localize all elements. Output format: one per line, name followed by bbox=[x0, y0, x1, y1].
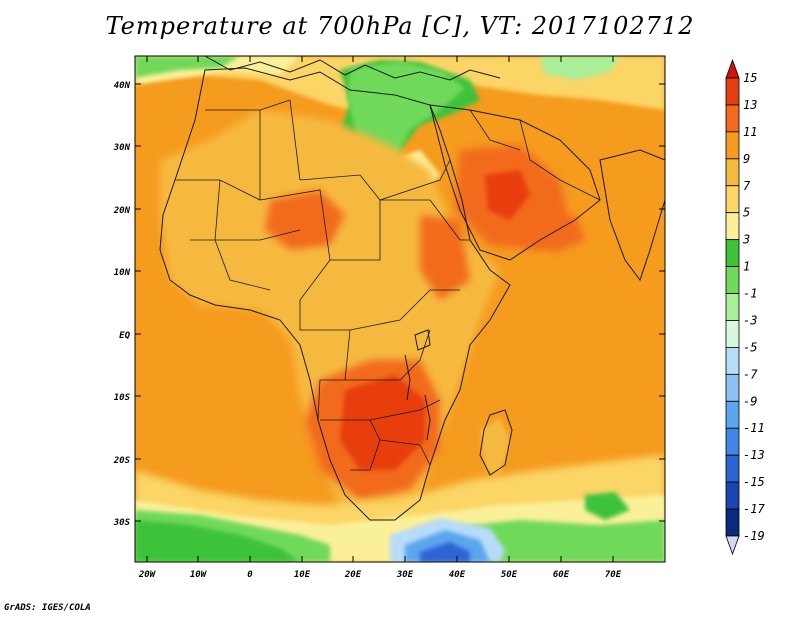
colorbar-label: -13 bbox=[743, 448, 765, 462]
colorbar-label: -19 bbox=[743, 529, 765, 543]
lon-label-20e: 20E bbox=[344, 570, 362, 580]
lat-label-40n: 40N bbox=[114, 81, 131, 91]
colorbar-box bbox=[725, 347, 740, 375]
field-sahel-hot bbox=[265, 190, 345, 250]
colorbar-box bbox=[725, 481, 740, 510]
colorbar-box bbox=[725, 239, 740, 267]
lon-label-70e: 70E bbox=[605, 570, 622, 580]
colorbar-box bbox=[725, 131, 740, 160]
europe-coastline bbox=[204, 56, 501, 81]
colorbar-box bbox=[725, 454, 740, 483]
colorbar-label: 9 bbox=[743, 152, 750, 166]
chart-title: Temperature at 700hPa [C], VT: 201710271… bbox=[105, 12, 695, 40]
field-north-green bbox=[135, 56, 240, 78]
colorbar-box bbox=[725, 158, 740, 187]
grads-credit: GrADS: IGES/COLA bbox=[4, 603, 91, 613]
field-madagascar bbox=[480, 418, 510, 475]
field-indian-ocean-patch bbox=[585, 492, 630, 520]
colorbar-bottom-arrow bbox=[725, 535, 740, 556]
temperature-field bbox=[135, 56, 665, 562]
lon-label-0: 0 bbox=[247, 570, 253, 580]
lat-label-eq: EQ bbox=[119, 331, 130, 341]
colorbar-box bbox=[725, 427, 740, 456]
colorbar-label: 15 bbox=[743, 71, 757, 85]
lat-label-10n: 10N bbox=[114, 268, 131, 278]
lat-label-30n: 30N bbox=[113, 143, 131, 153]
colorbar-label: -3 bbox=[743, 313, 757, 327]
lake-tanganyika bbox=[404, 354, 411, 401]
colorbar-box bbox=[725, 508, 740, 537]
colorbar-box bbox=[725, 104, 740, 133]
colorbar-box bbox=[725, 185, 740, 214]
field-arabia-sea-hot bbox=[530, 215, 585, 252]
lon-label-20w: 20W bbox=[138, 570, 157, 580]
colorbar-label: -5 bbox=[743, 340, 757, 354]
colorbar-label: 1 bbox=[743, 260, 750, 274]
field-south-green-dark bbox=[135, 520, 300, 562]
africa-coastline bbox=[159, 67, 511, 521]
field-northeast-green bbox=[540, 56, 620, 80]
colorbar-label: 5 bbox=[743, 206, 750, 220]
field-arabia-hottest bbox=[485, 170, 530, 220]
colorbar-box bbox=[725, 320, 740, 348]
colorbar-label: 13 bbox=[743, 98, 757, 112]
colorbar-label: -17 bbox=[743, 502, 765, 516]
colorbar-boxes bbox=[725, 58, 740, 556]
lon-label-60e: 60E bbox=[553, 570, 570, 580]
colorbar-legend: 15 13 11 9 7 5 3 1 -1 -3 -5 -7 -9 -11 -13 -15 -17 -19 bbox=[725, 58, 765, 556]
longitude-labels: 20W 10W 0 10E 20E 30E 40E 50E 60E 70E bbox=[138, 570, 622, 580]
lake-malawi bbox=[424, 394, 431, 441]
lon-label-40e: 40E bbox=[449, 570, 466, 580]
colorbar-label: -15 bbox=[743, 475, 765, 489]
colorbar-box bbox=[725, 400, 740, 429]
tick-marks bbox=[135, 56, 665, 562]
colorbar-box bbox=[725, 293, 740, 321]
lon-label-10e: 10E bbox=[294, 570, 311, 580]
colorbar-top-arrow bbox=[725, 58, 740, 79]
colorbar-label: 11 bbox=[743, 125, 757, 139]
lat-label-20n: 20N bbox=[113, 206, 131, 216]
lon-label-10w: 10W bbox=[190, 570, 208, 580]
latitude-labels: 40N 30N 20N 10N EQ 10S 20S 30S bbox=[113, 81, 131, 528]
lon-label-30e: 30E bbox=[396, 570, 414, 580]
india-coastline bbox=[599, 149, 665, 282]
colorbar-label: -7 bbox=[743, 367, 758, 381]
lat-label-30s: 30S bbox=[113, 518, 131, 528]
map-frame bbox=[134, 55, 666, 563]
colorbar-label: -1 bbox=[743, 287, 757, 301]
country-borders bbox=[175, 99, 601, 471]
lon-label-50e: 50E bbox=[501, 570, 518, 580]
colorbar-label: 7 bbox=[743, 179, 751, 193]
colorbar-box bbox=[725, 212, 740, 241]
lat-label-20s: 20S bbox=[113, 456, 131, 466]
colorbar-box bbox=[725, 266, 740, 294]
colorbar-box bbox=[725, 77, 740, 106]
colorbar-label: 3 bbox=[742, 233, 750, 247]
colorbar-labels: 15 13 11 9 7 5 3 1 -1 -3 -5 -7 -9 -11 -13 -15 -17 -19 bbox=[742, 71, 765, 543]
field-southern-africa-hottest bbox=[340, 375, 425, 470]
lake-victoria bbox=[414, 329, 431, 351]
colorbar-label: -11 bbox=[743, 421, 765, 435]
colorbar-box bbox=[725, 373, 740, 402]
lat-label-10s: 10S bbox=[114, 393, 131, 403]
madagascar-coastline bbox=[479, 409, 513, 476]
colorbar-label: -9 bbox=[743, 394, 757, 408]
